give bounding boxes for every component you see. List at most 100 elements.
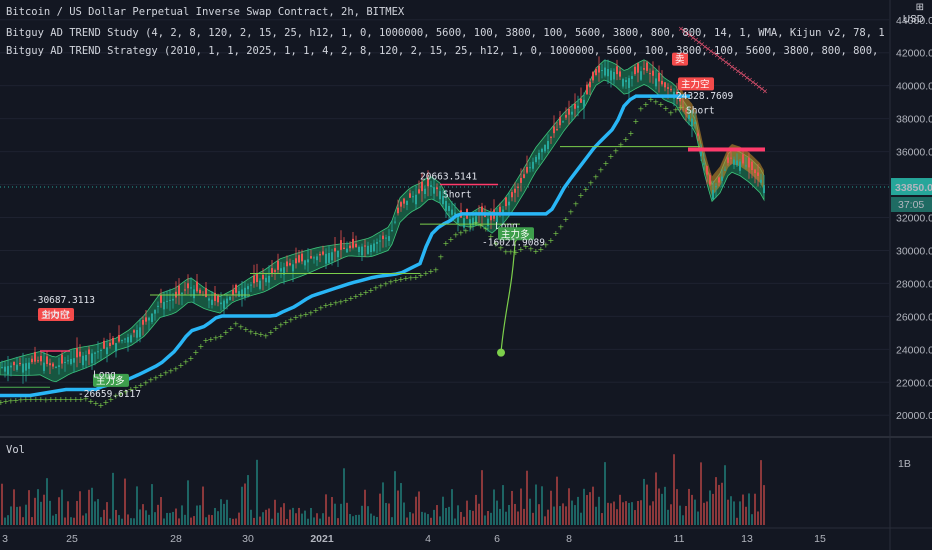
candle-body xyxy=(382,235,384,240)
volume-bar xyxy=(511,490,513,525)
candle-body xyxy=(187,283,189,289)
trade-label: Long xyxy=(93,369,116,380)
volume-bar xyxy=(682,515,684,525)
volume-bar xyxy=(547,509,549,525)
volume-bar xyxy=(283,503,285,525)
volume-bar xyxy=(55,513,57,525)
volume-bar xyxy=(1,483,3,525)
cross-marker: + xyxy=(218,332,225,341)
volume-bar xyxy=(163,518,165,525)
candle-body xyxy=(310,256,312,259)
candle-body xyxy=(160,294,162,303)
volume-bar xyxy=(736,517,738,525)
candle-body xyxy=(376,242,378,244)
candle-body xyxy=(103,340,105,349)
volume-bar xyxy=(520,488,522,525)
candle-body xyxy=(385,237,387,239)
volume-bar xyxy=(484,515,486,525)
volume-bar xyxy=(718,484,720,525)
candle-body xyxy=(514,188,516,193)
volume-bar xyxy=(655,472,657,525)
volume-bar xyxy=(661,493,663,525)
candle-body xyxy=(601,70,603,72)
pnl-label: -26659.6117 xyxy=(78,389,141,400)
volume-bar xyxy=(397,490,399,525)
volume-bar xyxy=(112,472,114,525)
volume-bar xyxy=(364,489,366,525)
cross-marker: + xyxy=(18,395,25,404)
volume-bar xyxy=(658,488,660,525)
cross-marker: + xyxy=(53,395,60,404)
candle-body xyxy=(133,330,135,333)
candle-body xyxy=(286,261,288,267)
volume-bar xyxy=(388,503,390,525)
cross-marker: + xyxy=(23,395,30,404)
cross-marker: + xyxy=(508,248,515,257)
candle-body xyxy=(703,163,705,165)
volume-bar xyxy=(151,484,153,525)
candle-body xyxy=(442,196,444,205)
volume-bar xyxy=(232,518,234,525)
volume-bar xyxy=(145,510,147,525)
volume-bar xyxy=(586,495,588,525)
volume-bar xyxy=(430,517,432,525)
candle-body xyxy=(334,248,336,252)
volume-bar xyxy=(322,513,324,525)
cross-marker: + xyxy=(368,286,375,295)
candle-body xyxy=(226,298,228,304)
volume-bar xyxy=(451,489,453,525)
volume-bar xyxy=(385,502,387,525)
currency-label[interactable]: ⊞ USD xyxy=(902,2,924,25)
cross-marker: + xyxy=(653,97,660,106)
cross-marker: + xyxy=(113,391,120,400)
cross-marker: + xyxy=(273,324,280,333)
candle-body xyxy=(760,179,762,183)
candle-body xyxy=(265,277,267,283)
symbol-legend: Bitcoin / US Dollar Perpetual Inverse Sw… xyxy=(6,6,405,18)
volume-bar xyxy=(724,465,726,525)
volume-bar xyxy=(649,505,651,525)
volume-bar xyxy=(475,494,477,525)
y-tick-label: 32000.0 xyxy=(896,213,932,225)
volume-bar xyxy=(64,517,66,525)
signal-tag-bg xyxy=(498,227,534,241)
candle-body xyxy=(610,70,612,81)
volume-bar xyxy=(310,508,312,525)
cross-marker: + xyxy=(133,383,140,392)
volume-bar xyxy=(19,506,21,525)
trade-label: Short xyxy=(42,310,71,321)
cross-marker: + xyxy=(33,395,40,404)
trail-marker: × xyxy=(756,83,762,91)
cross-marker: + xyxy=(633,117,640,126)
candle-body xyxy=(196,281,198,292)
cross-marker: + xyxy=(83,394,90,403)
volume-legend: Vol xyxy=(6,444,25,456)
volume-bar xyxy=(757,511,759,525)
candle-body xyxy=(706,166,708,175)
volume-bar xyxy=(343,468,345,525)
volume-bar xyxy=(361,505,363,525)
candle-body xyxy=(250,284,252,286)
candle-body xyxy=(616,66,618,75)
candle-body xyxy=(568,108,570,115)
trail-marker: × xyxy=(753,81,759,89)
cross-marker: + xyxy=(158,371,165,380)
candle-body xyxy=(583,99,585,108)
candle-body xyxy=(55,366,57,368)
volume-bar xyxy=(268,508,270,525)
volume-bar xyxy=(670,504,672,525)
volume-bar xyxy=(712,493,714,525)
candle-body xyxy=(472,217,474,226)
cross-marker: + xyxy=(628,129,635,138)
volume-bar xyxy=(631,502,633,525)
volume-bar xyxy=(358,514,360,525)
volume-bar xyxy=(88,489,90,525)
volume-bar xyxy=(208,514,210,525)
volume-bar xyxy=(79,491,81,525)
signal-tag-bg xyxy=(678,77,714,91)
candle-body xyxy=(379,240,381,242)
candle-body xyxy=(67,360,69,362)
cross-marker: + xyxy=(148,376,155,385)
cross-marker: + xyxy=(578,191,585,200)
